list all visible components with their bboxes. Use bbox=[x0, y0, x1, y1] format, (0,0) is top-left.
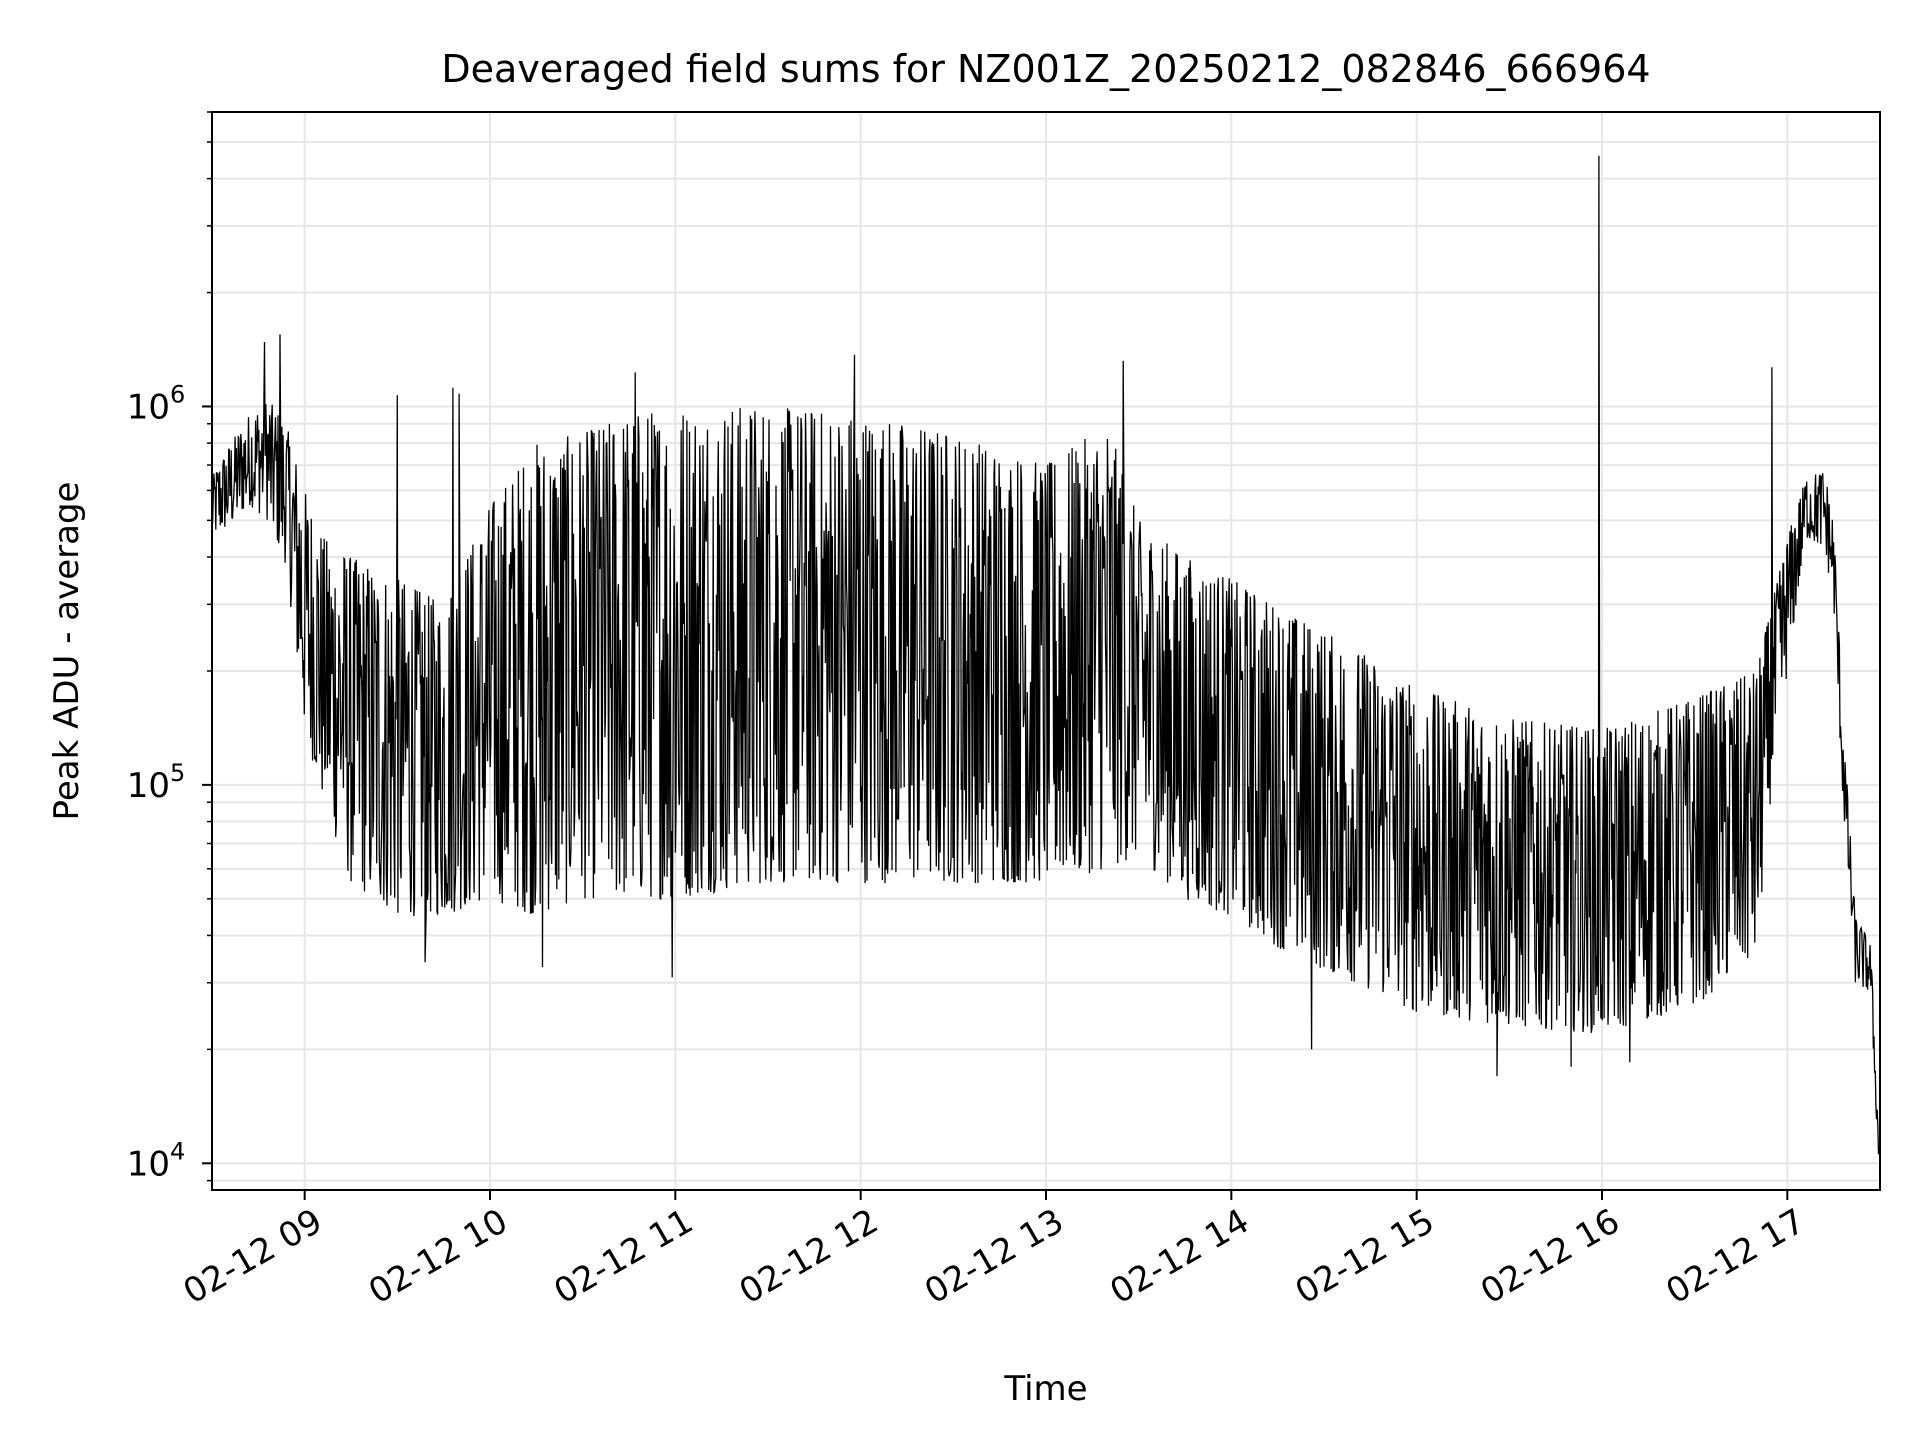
x-tick-label: 02-12 17 bbox=[1659, 1201, 1811, 1312]
x-tick-label: 02-12 11 bbox=[547, 1201, 699, 1312]
y-tick-label: 105 bbox=[127, 759, 186, 806]
x-tick-label: 02-12 15 bbox=[1289, 1201, 1441, 1312]
x-tick-label: 02-12 10 bbox=[362, 1201, 514, 1312]
y-axis-label: Peak ADU - average bbox=[47, 482, 87, 821]
chart-title: Deaveraged field sums for NZ001Z_2025021… bbox=[441, 47, 1650, 91]
x-tick-label: 02-12 13 bbox=[918, 1201, 1070, 1312]
data-series bbox=[211, 155, 1880, 1155]
x-tick-label: 02-12 09 bbox=[177, 1201, 329, 1312]
y-tick-label: 106 bbox=[127, 380, 186, 427]
x-tick-label: 02-12 14 bbox=[1103, 1201, 1255, 1312]
x-tick-label: 02-12 16 bbox=[1474, 1201, 1626, 1312]
x-axis: 02-12 09 02-12 10 02-12 11 02-12 12 02-12 13… bbox=[177, 1190, 1812, 1312]
y-axis: 104 105 106 bbox=[127, 111, 212, 1184]
x-tick-label: 02-12 12 bbox=[733, 1201, 885, 1312]
y-tick-label: 104 bbox=[127, 1137, 186, 1184]
data-series-line bbox=[211, 155, 1880, 1155]
x-axis-label: Time bbox=[1003, 1369, 1087, 1409]
